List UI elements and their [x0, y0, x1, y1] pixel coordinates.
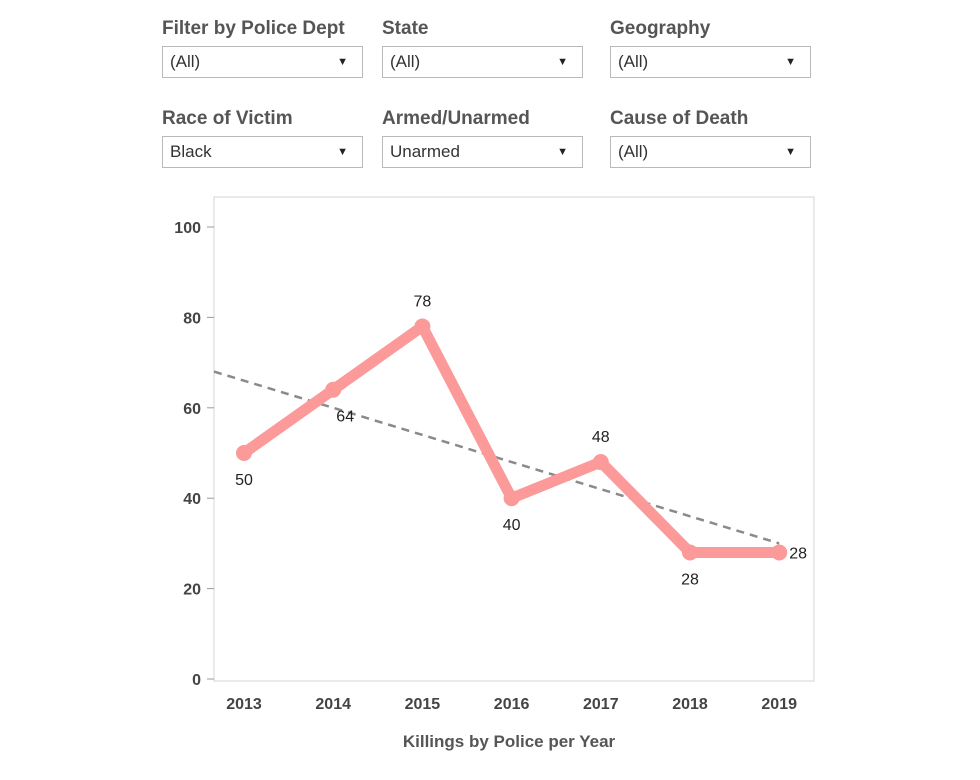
- dropdown-value: (All): [618, 142, 649, 161]
- filter-label: Race of Victim: [162, 108, 293, 129]
- dropdown-value: (All): [618, 52, 649, 71]
- data-label: 40: [503, 517, 521, 534]
- data-label: 48: [592, 429, 610, 446]
- dropdown-value: (All): [170, 52, 201, 71]
- filter-race-of-victim: Race of Victim Black ▼: [162, 106, 363, 168]
- data-points: [236, 318, 788, 561]
- caret-down-icon: ▼: [337, 146, 348, 158]
- filter-label: Cause of Death: [610, 108, 749, 129]
- x-axis-title: Killings by Police per Year: [403, 732, 616, 751]
- y-tick-label: 100: [174, 220, 201, 237]
- data-label: 50: [235, 472, 253, 489]
- filter-armed-unarmed: Armed/Unarmed Unarmed ▼: [382, 106, 583, 168]
- x-tick-label: 2014: [315, 696, 351, 713]
- x-axis: 2013 2014 2015 2016 2017 2018 2019: [226, 696, 797, 713]
- state-dropdown[interactable]: (All) ▼: [382, 46, 583, 78]
- x-tick-label: 2015: [405, 696, 441, 713]
- caret-down-icon: ▼: [557, 146, 568, 158]
- data-point[interactable]: [503, 490, 520, 507]
- y-tick-label: 20: [183, 582, 201, 599]
- caret-down-icon: ▼: [785, 56, 796, 68]
- y-tick-label: 60: [183, 401, 201, 418]
- x-tick-label: 2017: [583, 696, 619, 713]
- plot-frame: [213, 196, 815, 682]
- y-axis: 0 20 40 60 80 100: [174, 220, 214, 689]
- dropdown-value: Black: [170, 142, 212, 161]
- data-label: 64: [336, 409, 354, 426]
- filter-state: State (All) ▼: [382, 16, 583, 78]
- police-dept-dropdown[interactable]: (All) ▼: [162, 46, 363, 78]
- data-point[interactable]: [771, 544, 788, 561]
- race-of-victim-dropdown[interactable]: Black ▼: [162, 136, 363, 168]
- armed-unarmed-dropdown[interactable]: Unarmed ▼: [382, 136, 583, 168]
- data-point[interactable]: [592, 454, 609, 471]
- caret-down-icon: ▼: [785, 146, 796, 158]
- data-point[interactable]: [236, 445, 252, 461]
- data-label: 28: [681, 571, 699, 588]
- dropdown-value: Unarmed: [390, 142, 460, 161]
- data-labels: 50 64 78 40 48 28 28: [235, 293, 807, 588]
- y-tick-label: 80: [183, 310, 201, 327]
- geography-dropdown[interactable]: (All) ▼: [610, 46, 811, 78]
- y-tick-label: 40: [183, 491, 201, 508]
- y-tick-label: 0: [192, 672, 201, 689]
- filter-geography: Geography (All) ▼: [610, 16, 811, 78]
- filter-police-dept: Filter by Police Dept (All) ▼: [162, 16, 363, 78]
- filter-label: State: [382, 18, 429, 39]
- cause-of-death-dropdown[interactable]: (All) ▼: [610, 136, 811, 168]
- dropdown-value: (All): [390, 52, 421, 71]
- x-tick-label: 2013: [226, 696, 262, 713]
- data-point[interactable]: [414, 318, 431, 335]
- x-tick-label: 2019: [761, 696, 797, 713]
- caret-down-icon: ▼: [557, 56, 568, 68]
- x-tick-label: 2016: [494, 696, 530, 713]
- data-label: 28: [789, 545, 807, 562]
- data-point[interactable]: [325, 381, 342, 398]
- filter-label: Filter by Police Dept: [162, 18, 345, 39]
- filter-label: Geography: [610, 18, 711, 39]
- caret-down-icon: ▼: [337, 56, 348, 68]
- filter-cause-of-death: Cause of Death (All) ▼: [610, 106, 811, 168]
- x-tick-label: 2018: [672, 696, 708, 713]
- data-label: 78: [414, 293, 432, 310]
- data-point[interactable]: [682, 544, 698, 561]
- filter-label: Armed/Unarmed: [382, 108, 530, 129]
